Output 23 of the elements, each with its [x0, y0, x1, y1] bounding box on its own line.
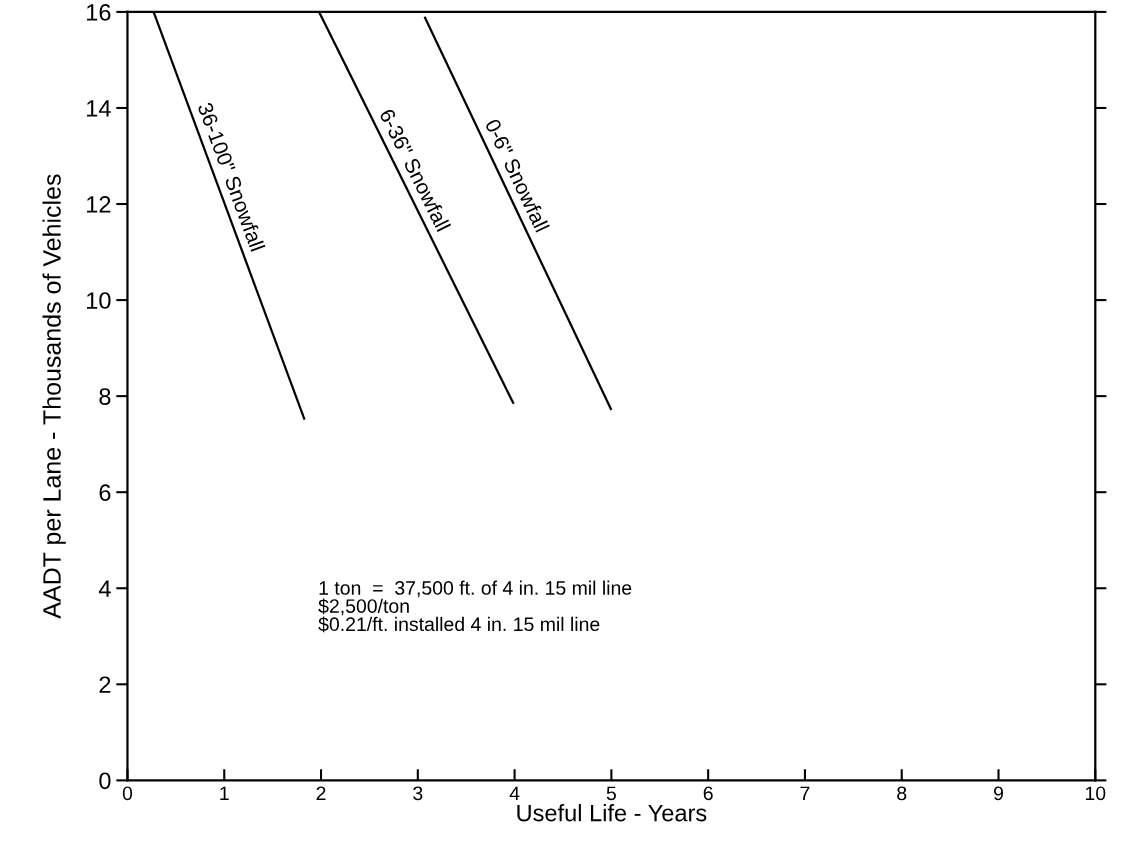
y-tick-label: 2: [99, 676, 111, 693]
y-tick-label: 14: [87, 100, 111, 117]
y-tick-label: 8: [99, 388, 111, 405]
annotation: 1 ton = 37,500 ft. of 4 in. 15 mil line $2,500/ton $0.21/ft. installed 4 in. 15 mil line: [318, 580, 632, 633]
y-tick-label: 16: [87, 3, 111, 21]
y-tick-label: 12: [87, 196, 111, 213]
x-tick-label: 8: [897, 786, 907, 801]
x-tick-label: 0: [122, 786, 133, 801]
y-tick-label: 4: [98, 580, 111, 597]
x-tick-label: 10: [1085, 786, 1106, 801]
x-tick-label: 6: [703, 786, 713, 801]
y-axis-title: AADT per Lane - Thousands of Vehicles: [42, 174, 66, 619]
y-tick-label: 0: [99, 772, 111, 790]
x-tick-label: 3: [413, 786, 423, 801]
y-tick-label: 10: [87, 292, 111, 309]
x-tick-label: 7: [800, 786, 810, 801]
x-tick-label: 5: [606, 786, 616, 801]
x-tick-label: 1: [220, 786, 229, 801]
y-tick-label: 6: [99, 484, 111, 501]
x-tick-label: 4: [509, 786, 520, 801]
x-tick-label: 2: [316, 786, 326, 801]
x-axis-title: Useful Life - Years: [517, 804, 707, 822]
x-tick-label: 9: [994, 786, 1003, 801]
